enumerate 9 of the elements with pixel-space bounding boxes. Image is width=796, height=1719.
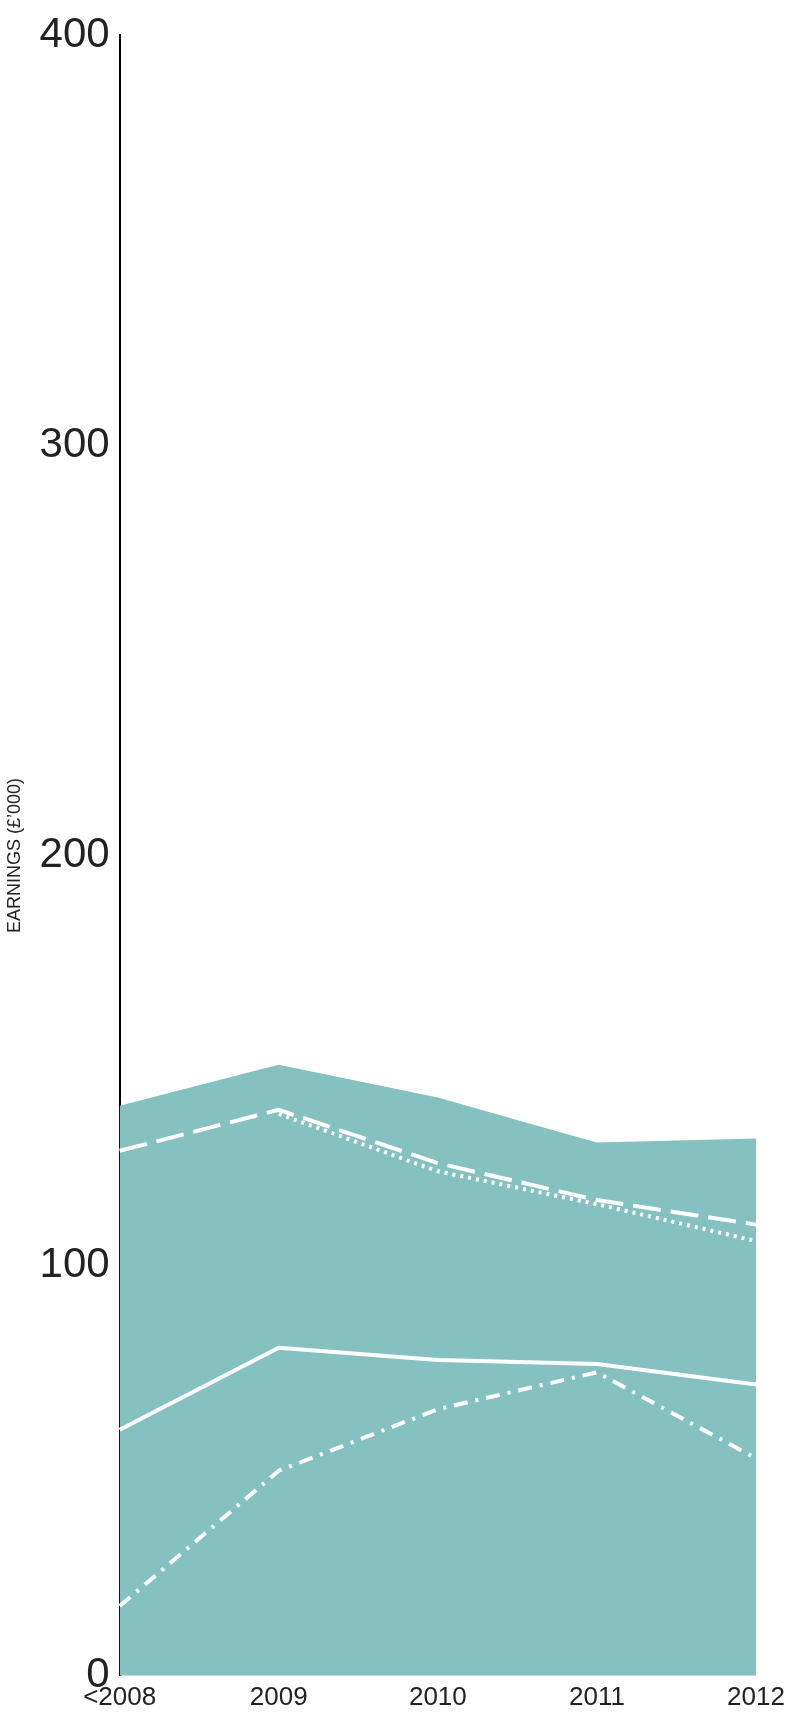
x-tick-label: 2011 (568, 1680, 625, 1711)
y-axis-title: EARNINGS (£’000) (3, 777, 24, 934)
x-tick-label: 2009 (249, 1680, 308, 1711)
x-tick-label: 2012 (727, 1680, 785, 1711)
y-tick-label: 200 (39, 829, 110, 877)
y-tick-label: 300 (39, 418, 110, 466)
y-tick-label: 100 (39, 1239, 110, 1287)
y-tick-label: 400 (39, 8, 110, 56)
x-tick-label: 2010 (408, 1680, 467, 1711)
